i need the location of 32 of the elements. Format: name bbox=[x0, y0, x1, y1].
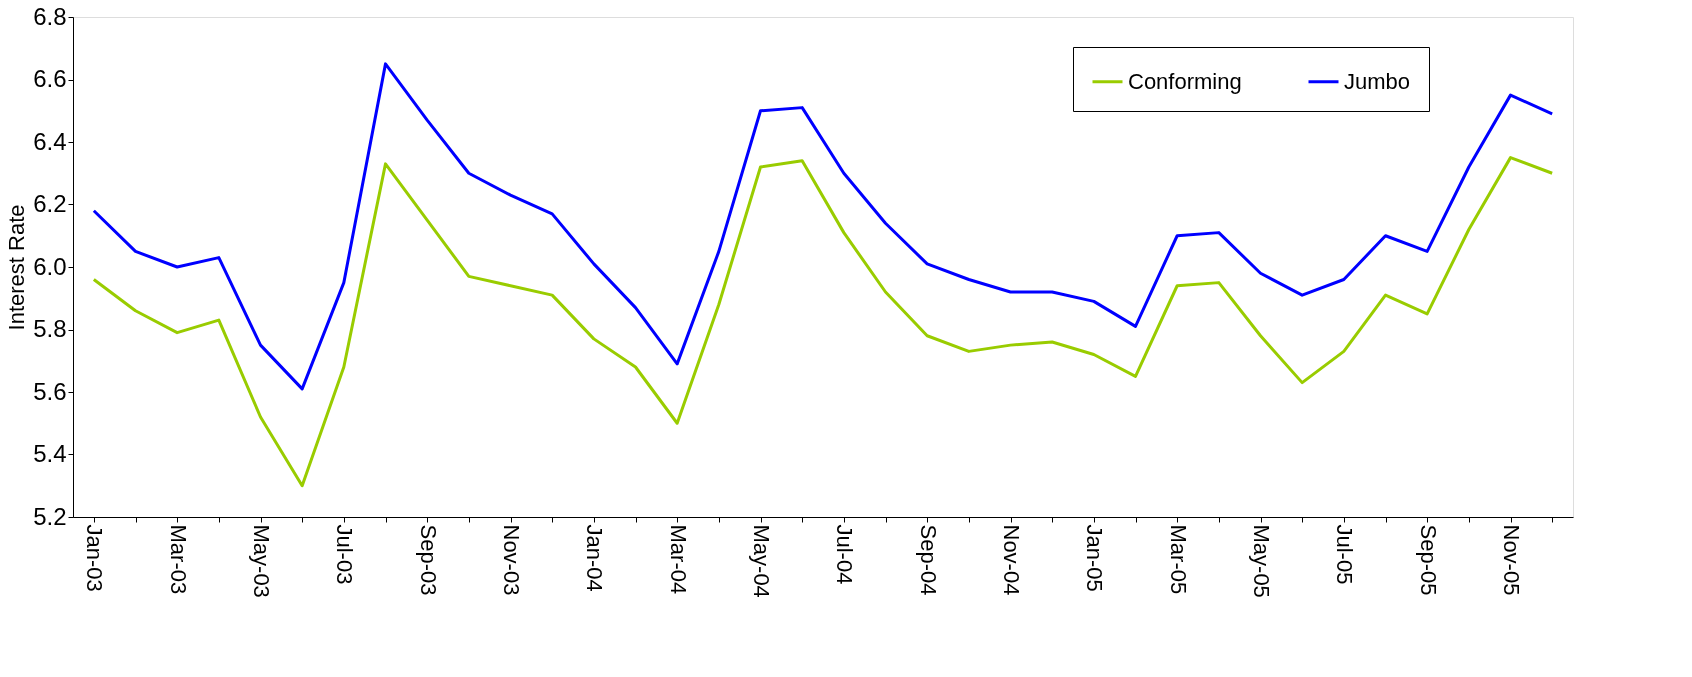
x-tick-label: Mar-04 bbox=[665, 524, 691, 595]
x-tick-label: Jul-04 bbox=[832, 524, 858, 585]
y-tick-label: 6.0 bbox=[33, 252, 67, 280]
x-tick-label: May-04 bbox=[749, 524, 774, 598]
x-tick-label: Sep-04 bbox=[915, 524, 941, 596]
x-tick-label: May-03 bbox=[249, 524, 274, 598]
x-tick-label: Nov-05 bbox=[1499, 524, 1524, 596]
x-tick-label: Jul-05 bbox=[1332, 524, 1358, 585]
x-tick-label: Mar-05 bbox=[1165, 524, 1191, 595]
y-tick-label: 6.2 bbox=[33, 190, 67, 217]
x-tick-label: Jan-04 bbox=[582, 524, 608, 592]
x-tick-label: Nov-04 bbox=[999, 524, 1024, 596]
y-tick-label: 5.8 bbox=[33, 315, 67, 342]
line-series bbox=[92, 62, 1554, 391]
x-tick-label: Mar-03 bbox=[165, 524, 191, 595]
y-axis-title: Interest Rate bbox=[4, 204, 30, 331]
y-tick-label: 5.2 bbox=[33, 502, 67, 530]
y-tick-label: 6.6 bbox=[33, 65, 67, 92]
legend-label: Conforming bbox=[1128, 68, 1242, 94]
x-tick-label: May-05 bbox=[1249, 524, 1274, 598]
x-tick-label: Jul-03 bbox=[332, 524, 358, 585]
x-tick-label: Sep-05 bbox=[1415, 524, 1441, 596]
y-tick-label: 6.4 bbox=[33, 127, 67, 155]
y-tick-label: 6.8 bbox=[33, 2, 67, 30]
x-tick-label: Sep-03 bbox=[415, 524, 441, 596]
line-series bbox=[92, 156, 1554, 488]
y-tick-label: 5.4 bbox=[33, 440, 67, 467]
x-tick-label: Jan-05 bbox=[1082, 524, 1108, 592]
x-tick-label: Nov-03 bbox=[499, 524, 524, 596]
x-tick-label: Jan-03 bbox=[82, 524, 108, 592]
y-tick-label: 5.6 bbox=[33, 377, 67, 405]
legend-label: Jumbo bbox=[1344, 68, 1411, 94]
